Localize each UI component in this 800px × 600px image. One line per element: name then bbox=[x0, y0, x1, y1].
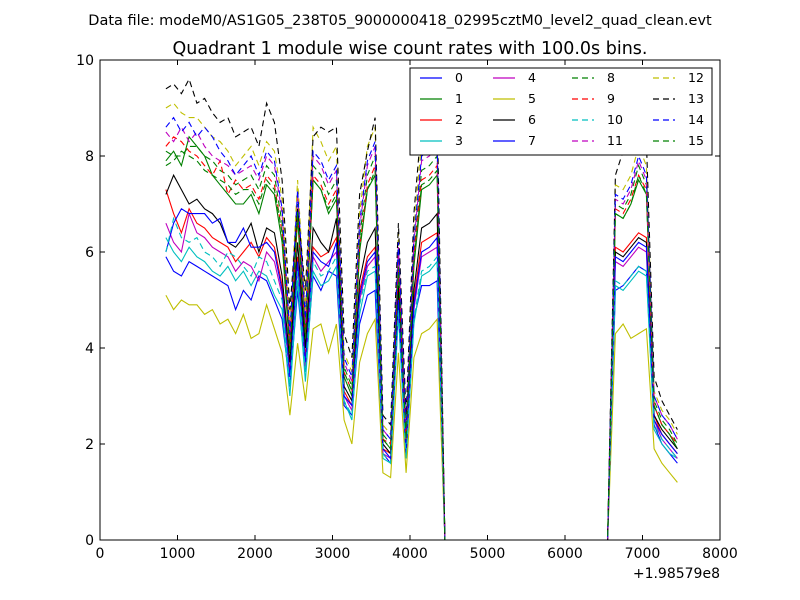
legend-label-13: 13 bbox=[688, 91, 704, 106]
legend-label-4: 4 bbox=[528, 70, 536, 85]
x-tick-label: 7000 bbox=[625, 546, 661, 562]
legend-label-15: 15 bbox=[688, 133, 704, 148]
legend-frame bbox=[409, 67, 713, 156]
x-tick-label: 2000 bbox=[237, 546, 273, 562]
y-tick-label: 10 bbox=[76, 53, 94, 69]
legend-label-0: 0 bbox=[455, 70, 463, 85]
y-tick-label: 4 bbox=[85, 341, 94, 357]
x-tick-label: 4000 bbox=[392, 546, 428, 562]
x-tick-label: 3000 bbox=[315, 546, 351, 562]
series-line-11 bbox=[165, 126, 678, 541]
y-tick-label: 8 bbox=[85, 149, 94, 165]
legend-label-3: 3 bbox=[455, 133, 463, 148]
x-offset-label: +1.98579e8 bbox=[633, 566, 720, 582]
legend-label-10: 10 bbox=[607, 112, 623, 127]
legend-label-8: 8 bbox=[607, 70, 615, 85]
y-tick-label: 2 bbox=[85, 437, 94, 453]
x-tick-label: 8000 bbox=[702, 546, 738, 562]
chart-title: Quadrant 1 module wise count rates with … bbox=[173, 39, 648, 59]
x-tick-label: 6000 bbox=[547, 546, 583, 562]
x-tick-label: 5000 bbox=[470, 546, 506, 562]
legend-label-14: 14 bbox=[688, 112, 704, 127]
data-file-label: Data file: modeM0/AS1G05_238T05_90000004… bbox=[88, 13, 712, 29]
legend-label-11: 11 bbox=[607, 133, 623, 148]
legend-label-6: 6 bbox=[528, 112, 536, 127]
legend-label-1: 1 bbox=[455, 91, 463, 106]
legend-label-2: 2 bbox=[455, 112, 463, 127]
x-tick-label: 0 bbox=[96, 546, 105, 562]
legend-label-5: 5 bbox=[528, 91, 536, 106]
legend-label-7: 7 bbox=[528, 133, 536, 148]
y-tick-label: 6 bbox=[85, 245, 94, 261]
x-tick-label: 1000 bbox=[160, 546, 196, 562]
legend-label-12: 12 bbox=[688, 70, 704, 85]
legend-label-9: 9 bbox=[607, 91, 615, 106]
y-tick-label: 0 bbox=[85, 533, 94, 549]
